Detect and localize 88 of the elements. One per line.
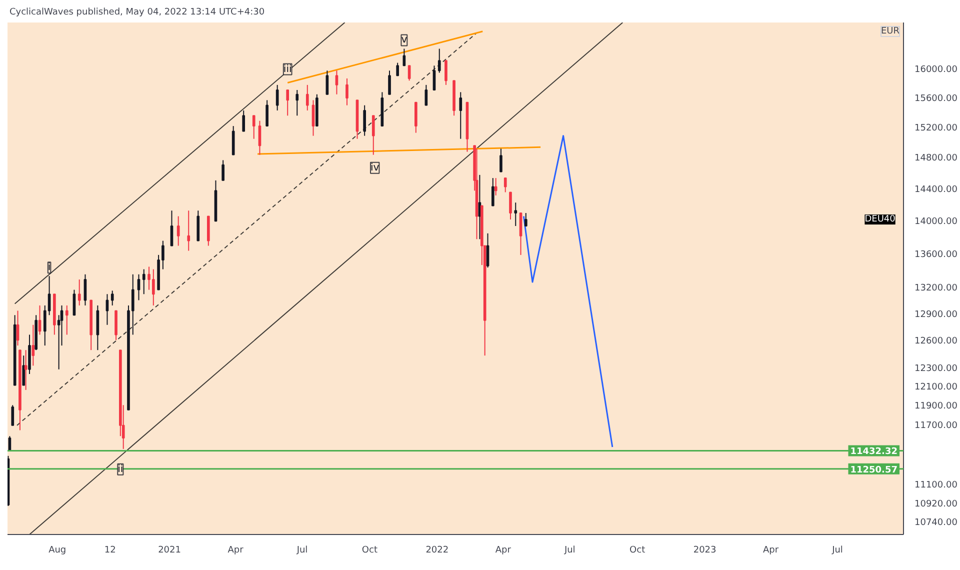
candlestick (335, 70, 338, 95)
candlestick (424, 84, 428, 106)
candlestick (494, 178, 498, 196)
candlestick (276, 84, 279, 111)
candlestick (170, 210, 174, 246)
x-tick-label: Oct (630, 546, 646, 556)
candlestick (500, 148, 502, 172)
candlestick (28, 334, 31, 374)
y-tick-label: 11700.00 (914, 420, 958, 431)
annotation: iii (283, 64, 292, 75)
y-tick-label: 14800.00 (914, 154, 958, 164)
candlestick (266, 100, 268, 127)
y-tick-label: 16000.00 (914, 64, 958, 75)
candlestick (252, 115, 256, 140)
line-series (522, 135, 614, 448)
candlestick (152, 268, 155, 306)
candlestick (162, 240, 164, 270)
candlestick (242, 110, 246, 132)
y-tick-label: 11100.00 (914, 480, 958, 491)
candlestick (346, 78, 348, 106)
candlestick (363, 104, 366, 136)
x-tick-label: 2022 (426, 546, 449, 556)
candlestick (32, 324, 35, 366)
candlestick (142, 268, 146, 295)
candlestick (408, 65, 411, 82)
x-tick-label: Aug (48, 546, 66, 556)
ref-line-label: 11250.57 (850, 465, 898, 476)
candlestick (78, 278, 81, 306)
x-tick-label: 2023 (693, 546, 716, 556)
y-tick-label: 14000.00 (914, 216, 958, 227)
y-tick-label: 13600.00 (914, 250, 958, 260)
candlestick (438, 48, 441, 74)
candlestick (519, 212, 522, 256)
y-tick-label: 11900.00 (914, 402, 958, 412)
candlestick (514, 202, 518, 226)
candlestick (491, 178, 494, 206)
candlestick (396, 62, 399, 76)
text: CyclicalWaves published, May 04, 2022 13:14 UTC+4:30 (10, 8, 265, 18)
candlestick (65, 304, 68, 336)
annotation: i (48, 262, 51, 274)
candlestick (509, 192, 512, 220)
annotation: DEU40 (864, 214, 896, 224)
ref-line-label: 11432.32 (850, 447, 898, 458)
y-tick-label: 15200.00 (914, 123, 958, 134)
candlestick (459, 92, 462, 140)
candlestick (414, 102, 418, 134)
y-tick-label: 12900.00 (914, 310, 958, 320)
candlestick (326, 70, 329, 95)
candlestick (110, 290, 114, 306)
y-tick-label: 15600.00 (914, 94, 958, 104)
y-axis-title: EUR (880, 26, 900, 36)
candlestick (402, 48, 406, 66)
y-tick-label: 12100.00 (914, 382, 958, 393)
x-tick-label: 2021 (158, 546, 181, 556)
y-tick-label: 12300.00 (914, 364, 958, 374)
candlestick (176, 216, 180, 246)
y-tick-label: 10740.00 (914, 518, 958, 528)
y-tick-label: 13200.00 (914, 284, 958, 294)
candlestick (187, 210, 190, 252)
candlestick (137, 274, 140, 301)
x-tick-label: Apr (228, 546, 244, 556)
candlestick (11, 404, 14, 426)
x-tick-label: Jul (296, 546, 308, 556)
y-tick-label: 14400.00 (914, 184, 958, 195)
candlestick (306, 84, 309, 111)
candlestick (106, 294, 109, 326)
candlestick (72, 289, 76, 316)
candlestick (22, 355, 26, 386)
candlestick (286, 89, 290, 116)
candlestick (432, 65, 436, 90)
x-tick-label: Jul (563, 546, 576, 556)
candlestick (524, 212, 528, 226)
x-tick-label: 12 (104, 546, 116, 556)
candlestick (504, 178, 507, 193)
candlestick (444, 60, 448, 86)
x-tick-label: Oct (362, 546, 378, 556)
candlestick (388, 70, 391, 95)
x-tick-label: Apr (763, 546, 779, 556)
candlestick (114, 310, 118, 341)
x-tick-label: Apr (495, 546, 512, 556)
annotation: ii (118, 464, 124, 475)
candlestick (372, 115, 375, 156)
annotation: iv (370, 162, 380, 174)
y-tick-label: 12600.00 (914, 336, 958, 347)
candlestick (296, 89, 299, 116)
y-tick-label: 10920.00 (914, 499, 958, 510)
candlestick (222, 160, 224, 181)
x-tick-label: Jul (831, 546, 843, 556)
